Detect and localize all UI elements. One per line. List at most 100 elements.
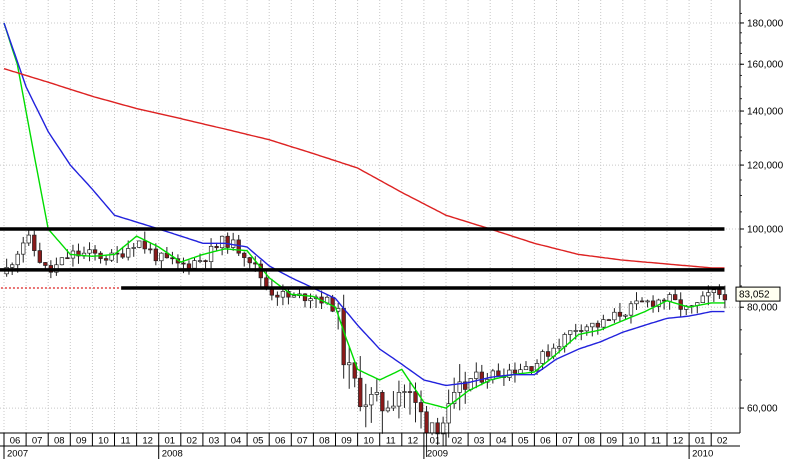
candle-body [557,346,562,349]
candlestick [562,332,567,353]
candle-body [518,369,523,374]
candlestick [148,242,153,254]
candle-body [424,411,429,434]
candle-body [192,260,197,269]
candle-body [208,245,214,263]
month-label: 11 [651,436,661,447]
candle-body [540,351,545,364]
candle-body [142,240,147,250]
candle-body [103,258,109,261]
candlestick [601,314,606,331]
candle-body [429,422,435,434]
candlestick [617,302,623,323]
candle-layer [4,230,728,457]
candle-body [579,330,584,332]
y-tick-label: 160,000 [747,60,784,71]
candlestick [363,383,368,428]
y-tick-label: 180,000 [747,18,784,29]
candle-body [595,322,600,328]
candle-body [496,370,501,377]
candlestick [512,362,518,383]
candle-body [197,260,203,262]
candle-body [711,289,717,293]
candle-body [181,262,186,265]
candlestick [231,232,236,251]
month-label: 09 [76,436,87,447]
candle-body [219,235,225,249]
month-label: 07 [32,436,43,447]
candlestick [92,245,98,261]
candlestick [43,262,48,269]
candle-body [214,245,219,249]
candle-body [76,250,81,257]
candlestick [479,364,484,386]
month-label: 01 [430,436,441,447]
candle-body [650,300,656,307]
candle-body [457,381,462,393]
candlestick [590,322,595,337]
month-label: 02 [187,436,198,447]
candlestick [396,380,402,419]
month-label: 10 [363,436,374,447]
month-label: 12 [408,436,419,447]
candlestick [175,254,181,271]
candlestick [369,387,374,423]
candlestick [153,243,158,266]
candle-body [363,404,368,408]
candle-body [308,298,313,302]
last-value-label: 83,052 [739,290,770,301]
candle-body [590,322,595,328]
candlestick [32,230,37,257]
candle-body [435,422,440,435]
candlestick [606,318,612,321]
month-label: 04 [231,436,242,447]
candle-body [330,296,335,312]
candlestick [37,242,42,264]
candlestick [142,231,147,254]
y-tick-label: 120,000 [747,161,784,172]
month-label: 11 [121,436,131,447]
candlestick [186,260,192,275]
candlestick [645,299,650,308]
candlestick [54,257,59,276]
candle-body [474,371,479,379]
candle-body [534,363,540,372]
candlestick [380,390,385,434]
candle-body [153,248,158,262]
candle-body [203,260,208,263]
candle-body [148,248,153,251]
candlestick [391,391,396,411]
candle-body [126,248,131,258]
candle-body [385,407,391,412]
candle-body [242,252,247,258]
candle-body [302,293,308,302]
month-label: 08 [319,436,330,447]
candle-body [722,294,728,301]
candlestick [523,361,529,371]
candle-body [37,250,42,263]
month-label: 07 [562,436,573,447]
candle-body [231,239,236,248]
candle-body [280,290,286,298]
candle-body [10,264,15,268]
candlestick [496,363,501,377]
candlestick [722,285,728,309]
candle-body [369,394,374,406]
candle-body [26,234,31,244]
candlestick [347,346,352,389]
candlestick [358,356,363,412]
candle-body [700,295,705,303]
candlestick [137,240,142,249]
candle-body [468,378,473,390]
candle-body [479,371,484,383]
candlestick [673,288,678,301]
candlestick [385,400,391,413]
candlestick [258,260,263,287]
candle-body [65,257,70,260]
candle-body [43,262,48,266]
candlestick [76,243,81,264]
candle-body [617,311,623,317]
month-label: 05 [253,436,264,447]
candle-body [545,351,551,357]
candlestick [26,230,31,246]
